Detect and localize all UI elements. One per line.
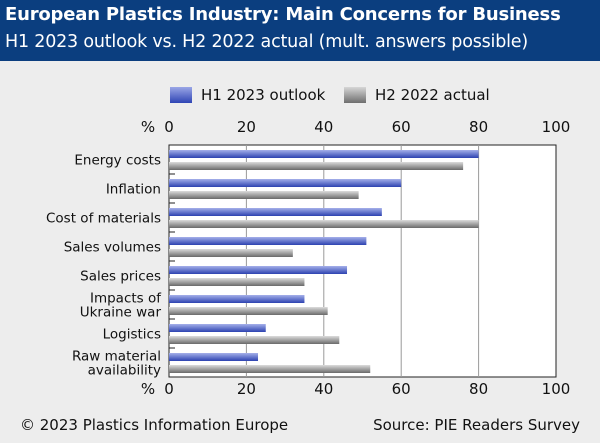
x-tick-label: 40 xyxy=(314,380,333,398)
x-tick-label: 0 xyxy=(164,380,174,398)
chart-title: European Plastics Industry: Main Concern… xyxy=(5,4,561,25)
x-tick-label: 20 xyxy=(237,380,256,398)
x-tick-label: 20 xyxy=(237,118,256,136)
bar-h2-2022 xyxy=(169,278,305,286)
legend-label-h2-2022: H2 2022 actual xyxy=(375,86,490,104)
unit-label: % xyxy=(141,118,155,136)
category-label: Energy costs xyxy=(74,153,161,169)
x-tick-label: 80 xyxy=(469,380,488,398)
bar-h1-2023 xyxy=(169,266,348,274)
category-label: Impacts of Ukraine war xyxy=(80,291,163,321)
x-tick-label: 80 xyxy=(469,118,488,136)
bar-h1-2023 xyxy=(169,353,259,361)
bar-h1-2023 xyxy=(169,150,479,158)
bar-h1-2023 xyxy=(169,324,266,332)
source-note: Source: PIE Readers Survey xyxy=(373,416,580,434)
x-tick-label: 100 xyxy=(542,380,571,398)
bar-h2-2022 xyxy=(169,162,464,170)
category-label: Cost of materials xyxy=(46,211,161,227)
unit-label: % xyxy=(141,380,155,398)
bar-h2-2022 xyxy=(169,365,371,373)
category-label: Sales prices xyxy=(80,269,161,285)
bar-h2-2022 xyxy=(169,249,293,257)
bar-h2-2022 xyxy=(169,336,340,344)
bar-h1-2023 xyxy=(169,237,367,245)
chart-header: European Plastics Industry: Main Concern… xyxy=(0,0,600,61)
bar-h1-2023 xyxy=(169,208,382,216)
x-tick-label: 40 xyxy=(314,118,333,136)
category-labels: Energy costs Inflation Cost of materials Sa… xyxy=(46,153,162,379)
bar-h1-2023 xyxy=(169,295,305,303)
x-tick-label: 60 xyxy=(392,380,411,398)
category-label: Inflation xyxy=(106,182,161,198)
copyright-note: © 2023 Plastics Information Europe xyxy=(20,416,289,434)
x-tick-label: 60 xyxy=(392,118,411,136)
legend-label-h1-2023: H1 2023 outlook xyxy=(201,86,326,104)
legend-item-h2-2022: H2 2022 actual xyxy=(344,86,490,104)
legend-item-h1-2023: H1 2023 outlook xyxy=(170,86,325,104)
category-label: Sales volumes xyxy=(64,240,161,256)
bar-h1-2023 xyxy=(169,179,402,187)
category-label: Raw material availability xyxy=(72,349,161,379)
bars xyxy=(169,150,479,373)
x-tick-label: 100 xyxy=(542,118,571,136)
chart-subtitle: H1 2023 outlook vs. H2 2022 actual (mult… xyxy=(5,32,528,52)
bar-h2-2022 xyxy=(169,191,359,199)
bar-h2-2022 xyxy=(169,220,479,228)
legend-swatch-h1-2023 xyxy=(170,87,192,103)
tick-labels: % 0 20 40 60 80 100% 0 20 40 60 80 100 xyxy=(141,118,570,398)
legend-swatch-h2-2022 xyxy=(344,87,366,103)
bar-h2-2022 xyxy=(169,307,328,315)
bar-chart: % 0 20 40 60 80 100% 0 20 40 60 80 100 Energy costs I… xyxy=(46,118,570,398)
x-tick-label: 0 xyxy=(164,118,174,136)
category-label: Logistics xyxy=(103,327,161,343)
